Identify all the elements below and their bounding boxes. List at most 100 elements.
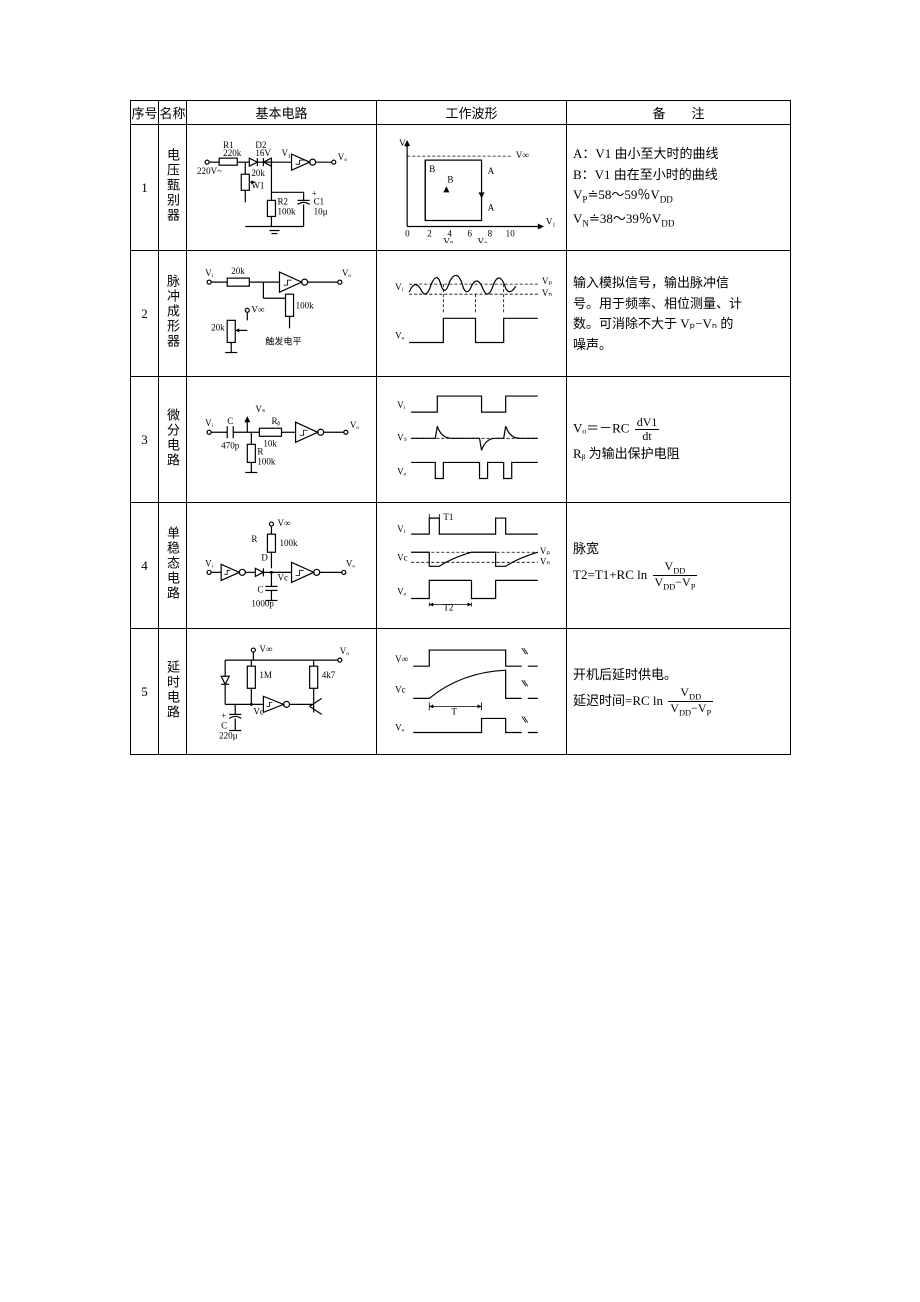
svg-text:C: C: [227, 416, 233, 426]
svg-text:Vₒ: Vₒ: [346, 558, 356, 568]
svg-text:4k7: 4k7: [322, 670, 336, 680]
note-formula: 延迟时间=RC ln VDDVDD−VP: [573, 686, 784, 718]
svg-text:V∞: V∞: [395, 654, 408, 664]
svg-text:Vₙ: Vₙ: [540, 556, 551, 566]
table-row: 1 电压甄别器 R1 220k D2 16V V₁: [131, 125, 791, 251]
table-row: 5 延时电路 V∞ 1M: [131, 629, 791, 755]
note-cell: 脉宽 T2=T1+RC ln VDDVDD−VP: [567, 503, 791, 629]
svg-text:Vₒ: Vₒ: [395, 331, 405, 341]
svg-text:A: A: [488, 166, 495, 176]
svg-text:Vᵢ: Vᵢ: [205, 268, 214, 278]
svg-text:Vᵢ: Vᵢ: [395, 282, 404, 292]
svg-text:1M: 1M: [259, 670, 272, 680]
waveform-cell: Vᵢ T1 Vc Vₚ Vₙ Vₒ: [377, 503, 567, 629]
note-text: 开机后延时供电。: [573, 665, 784, 685]
circuit-diagram-4: V∞ R 100k D Vᵢ: [191, 510, 372, 621]
svg-text:Vc: Vc: [277, 573, 288, 583]
note-text: VP≐58～59％VDD: [573, 185, 784, 207]
seq-cell: 4: [131, 503, 159, 629]
svg-text:Vc: Vc: [397, 552, 408, 562]
svg-text:6: 6: [467, 229, 472, 239]
circuit-table: 序号 名称 基本电路 工作波形 备 注 1 电压甄别器 R1 220k: [130, 100, 791, 755]
svg-text:1000p: 1000p: [251, 599, 274, 609]
seq-cell: 5: [131, 629, 159, 755]
note-cell: 开机后延时供电。 延迟时间=RC ln VDDVDD−VP: [567, 629, 791, 755]
note-text: 号。用于频率、相位测量、计: [573, 294, 784, 314]
svg-text:Vₒ: Vₒ: [340, 646, 350, 656]
svg-text:100k: 100k: [277, 207, 296, 217]
note-text: B：V1 由在至小时的曲线: [573, 165, 784, 185]
svg-text:B: B: [429, 164, 435, 174]
svg-text:Vₒ: Vₒ: [397, 467, 407, 477]
svg-text:20k: 20k: [211, 323, 225, 333]
svg-text:Vₙ: Vₙ: [542, 288, 553, 298]
svg-text:Vₚ: Vₚ: [478, 237, 489, 243]
note-text: VN≐38～39％VDD: [573, 209, 784, 231]
circuit-diagram-3: Vᵢ C 470p Vₛ Rᵦ 10k: [191, 384, 372, 495]
header-circuit: 基本电路: [187, 101, 377, 125]
svg-text:A: A: [488, 203, 495, 213]
circuit-cell: V∞ R 100k D Vᵢ: [187, 503, 377, 629]
svg-text:Rᵦ: Rᵦ: [271, 416, 280, 426]
svg-text:Vᵢ: Vᵢ: [205, 418, 214, 428]
svg-text:20k: 20k: [251, 168, 265, 178]
svg-text:V∞: V∞: [251, 304, 264, 314]
name-cell: 延时电路: [159, 629, 187, 755]
svg-text:Vₒ: Vₒ: [397, 587, 407, 597]
svg-text:10: 10: [506, 229, 516, 239]
svg-text:220μ: 220μ: [219, 731, 238, 741]
svg-text:D: D: [261, 552, 268, 562]
svg-text:Vᵢ: Vᵢ: [397, 524, 406, 534]
svg-text:10k: 10k: [263, 439, 277, 449]
name-cell: 电压甄别器: [159, 125, 187, 251]
waveform-2: Vᵢ Vₚ Vₙ Vₒ: [381, 258, 562, 369]
svg-text:Vₒ: Vₒ: [395, 723, 405, 733]
table-row: 3 微分电路 Vᵢ C 470p Vₛ Rᵦ 10k: [131, 377, 791, 503]
waveform-1: Vₒ V₁ V∞ B B A A: [381, 132, 562, 243]
note-text: 噪声。: [573, 335, 784, 355]
svg-text:T: T: [451, 707, 457, 717]
svg-text:2: 2: [427, 229, 432, 239]
seq-cell: 3: [131, 377, 159, 503]
svg-text:W1: W1: [251, 180, 264, 190]
svg-text:T2: T2: [443, 603, 454, 613]
note-cell: 输入模拟信号，输出脉冲信 号。用于频率、相位测量、计 数。可消除不大于 Vₚ−V…: [567, 251, 791, 377]
svg-text:T1: T1: [443, 512, 453, 522]
note-text: 数。可消除不大于 Vₚ−Vₙ 的: [573, 314, 784, 334]
svg-text:C: C: [221, 721, 227, 731]
svg-text:Vc: Vc: [395, 684, 406, 694]
note-text: 输入模拟信号，输出脉冲信: [573, 273, 784, 293]
waveform-cell: Vᵢ Vₛ Vₒ: [377, 377, 567, 503]
svg-text:Vₒ: Vₒ: [342, 268, 352, 278]
svg-text:20k: 20k: [231, 266, 245, 276]
svg-text:100k: 100k: [257, 457, 276, 467]
svg-text:触发电平: 触发电平: [265, 336, 301, 347]
svg-text:Vₒ: Vₒ: [338, 152, 348, 162]
seq-cell: 2: [131, 251, 159, 377]
svg-text:Vᵢ: Vᵢ: [205, 558, 214, 568]
svg-text:100k: 100k: [279, 538, 298, 548]
svg-text:Vᵢ: Vᵢ: [397, 400, 406, 410]
circuit-cell: R1 220k D2 16V V₁: [187, 125, 377, 251]
note-cell: A：V1 由小至大时的曲线 B：V1 由在至小时的曲线 VP≐58～59％VDD…: [567, 125, 791, 251]
note-text: A：V1 由小至大时的曲线: [573, 144, 784, 164]
waveform-cell: V∞ Vc T Vₒ: [377, 629, 567, 755]
svg-text:220k: 220k: [223, 148, 242, 158]
circuit-diagram-5: V∞ 1M 4k7: [191, 636, 372, 747]
name-cell: 微分电路: [159, 377, 187, 503]
svg-text:Vₚ: Vₚ: [542, 276, 553, 286]
header-name: 名称: [159, 101, 187, 125]
waveform-cell: Vᵢ Vₚ Vₙ Vₒ: [377, 251, 567, 377]
svg-text:C: C: [257, 585, 263, 595]
circuit-cell: Vᵢ C 470p Vₛ Rᵦ 10k: [187, 377, 377, 503]
svg-text:R: R: [257, 447, 264, 457]
svg-text:8: 8: [488, 229, 493, 239]
name-cell: 脉冲成形器: [159, 251, 187, 377]
svg-text:100k: 100k: [296, 300, 315, 310]
header-wave: 工作波形: [377, 101, 567, 125]
svg-text:Vₙ: Vₙ: [443, 237, 454, 243]
svg-text:C1: C1: [314, 197, 325, 207]
table-row: 4 单稳态电路 V∞ R 100k D Vᵢ: [131, 503, 791, 629]
svg-text:Vₛ: Vₛ: [255, 404, 265, 414]
svg-text:16V: 16V: [255, 148, 271, 158]
